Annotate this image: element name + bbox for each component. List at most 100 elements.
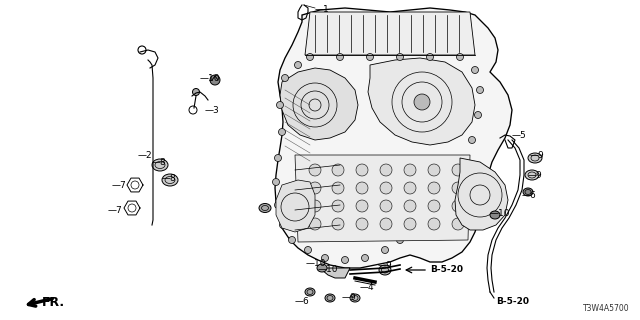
Text: —8: —8 bbox=[162, 173, 177, 182]
Ellipse shape bbox=[356, 200, 368, 212]
Ellipse shape bbox=[309, 218, 321, 230]
Ellipse shape bbox=[404, 182, 416, 194]
Ellipse shape bbox=[193, 89, 200, 95]
Text: —10: —10 bbox=[490, 209, 511, 218]
Polygon shape bbox=[368, 58, 475, 145]
Ellipse shape bbox=[380, 218, 392, 230]
Ellipse shape bbox=[350, 294, 360, 302]
Ellipse shape bbox=[380, 200, 392, 212]
Text: —9: —9 bbox=[342, 293, 356, 302]
Ellipse shape bbox=[305, 246, 312, 253]
Ellipse shape bbox=[477, 86, 483, 93]
Ellipse shape bbox=[152, 159, 168, 171]
Ellipse shape bbox=[289, 236, 296, 244]
Ellipse shape bbox=[490, 211, 500, 219]
Ellipse shape bbox=[307, 53, 314, 60]
Ellipse shape bbox=[525, 170, 539, 180]
Ellipse shape bbox=[472, 67, 479, 74]
Polygon shape bbox=[276, 180, 315, 232]
Ellipse shape bbox=[428, 164, 440, 176]
Ellipse shape bbox=[282, 75, 289, 82]
Ellipse shape bbox=[414, 94, 430, 110]
Ellipse shape bbox=[321, 254, 328, 261]
Ellipse shape bbox=[397, 53, 403, 60]
Ellipse shape bbox=[332, 218, 344, 230]
Ellipse shape bbox=[523, 188, 533, 196]
Ellipse shape bbox=[138, 46, 146, 54]
Ellipse shape bbox=[452, 182, 464, 194]
Text: —4: —4 bbox=[360, 283, 374, 292]
Ellipse shape bbox=[456, 53, 463, 60]
Ellipse shape bbox=[275, 202, 282, 209]
Ellipse shape bbox=[356, 164, 368, 176]
Ellipse shape bbox=[280, 221, 287, 228]
Polygon shape bbox=[280, 68, 358, 140]
Ellipse shape bbox=[305, 288, 315, 296]
Text: —9: —9 bbox=[378, 260, 393, 269]
Ellipse shape bbox=[332, 200, 344, 212]
Ellipse shape bbox=[404, 218, 416, 230]
Ellipse shape bbox=[381, 246, 388, 253]
Ellipse shape bbox=[356, 218, 368, 230]
Text: B-5-20: B-5-20 bbox=[430, 266, 463, 275]
Ellipse shape bbox=[404, 200, 416, 212]
Ellipse shape bbox=[379, 265, 391, 275]
Text: —1: —1 bbox=[315, 4, 330, 13]
Text: T3W4A5700: T3W4A5700 bbox=[584, 304, 630, 313]
Text: —7: —7 bbox=[108, 205, 123, 214]
Text: —9: —9 bbox=[528, 171, 543, 180]
Ellipse shape bbox=[426, 53, 433, 60]
Ellipse shape bbox=[380, 182, 392, 194]
Ellipse shape bbox=[276, 101, 284, 108]
Ellipse shape bbox=[189, 106, 197, 114]
Polygon shape bbox=[455, 158, 508, 230]
Ellipse shape bbox=[428, 200, 440, 212]
Text: —10: —10 bbox=[200, 74, 221, 83]
Ellipse shape bbox=[404, 164, 416, 176]
Text: FR.: FR. bbox=[42, 295, 65, 308]
Ellipse shape bbox=[412, 225, 419, 231]
Ellipse shape bbox=[317, 264, 327, 272]
Text: —10: —10 bbox=[318, 266, 339, 275]
Ellipse shape bbox=[162, 174, 178, 186]
Ellipse shape bbox=[337, 53, 344, 60]
Ellipse shape bbox=[435, 196, 442, 204]
Ellipse shape bbox=[468, 137, 476, 143]
Text: —6: —6 bbox=[295, 298, 310, 307]
Ellipse shape bbox=[332, 182, 344, 194]
Text: —9: —9 bbox=[530, 150, 545, 159]
Ellipse shape bbox=[278, 129, 285, 135]
Ellipse shape bbox=[275, 155, 282, 162]
Text: —7: —7 bbox=[112, 180, 127, 189]
Ellipse shape bbox=[452, 164, 464, 176]
Polygon shape bbox=[305, 12, 475, 55]
Ellipse shape bbox=[362, 254, 369, 261]
Ellipse shape bbox=[294, 61, 301, 68]
Text: —10: —10 bbox=[306, 260, 326, 268]
Ellipse shape bbox=[458, 162, 465, 169]
Text: —2: —2 bbox=[138, 150, 152, 159]
Polygon shape bbox=[275, 8, 512, 268]
Text: —6: —6 bbox=[522, 190, 537, 199]
Polygon shape bbox=[318, 268, 350, 278]
Polygon shape bbox=[295, 155, 470, 242]
Ellipse shape bbox=[259, 204, 271, 212]
Ellipse shape bbox=[452, 200, 464, 212]
Ellipse shape bbox=[273, 179, 280, 186]
Ellipse shape bbox=[356, 182, 368, 194]
Ellipse shape bbox=[325, 294, 335, 302]
Ellipse shape bbox=[309, 200, 321, 212]
Ellipse shape bbox=[309, 164, 321, 176]
Ellipse shape bbox=[452, 218, 464, 230]
Text: B-5-20: B-5-20 bbox=[496, 298, 529, 307]
Ellipse shape bbox=[528, 153, 542, 163]
Ellipse shape bbox=[422, 212, 429, 219]
Ellipse shape bbox=[309, 182, 321, 194]
Ellipse shape bbox=[474, 111, 481, 118]
Ellipse shape bbox=[367, 53, 374, 60]
Ellipse shape bbox=[332, 164, 344, 176]
Ellipse shape bbox=[447, 181, 454, 188]
Text: —5: —5 bbox=[512, 131, 527, 140]
Ellipse shape bbox=[210, 75, 220, 85]
Ellipse shape bbox=[397, 236, 403, 244]
